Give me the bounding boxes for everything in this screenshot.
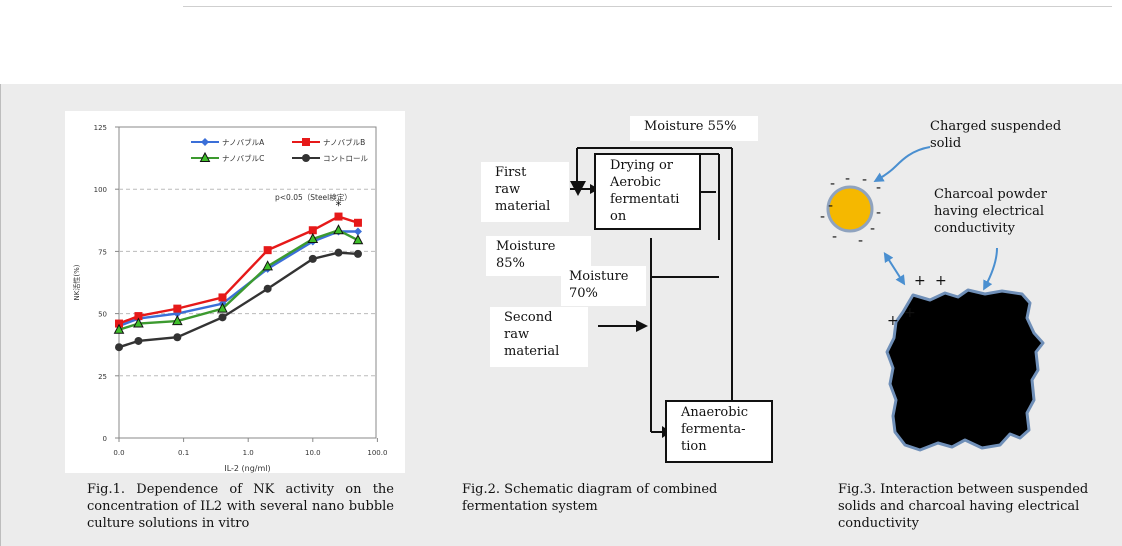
y-tick-label: 25: [98, 373, 107, 381]
moisture-55-label: Moisture 55%: [630, 116, 758, 141]
x-tick-label: 1.0: [243, 449, 254, 457]
series-line: [118, 251, 359, 349]
negative-charge-sign: -: [858, 233, 863, 249]
negative-charge-sign: -: [876, 205, 881, 221]
data-point: [334, 212, 343, 221]
anaerobic-fermentation-box: Anaerobic fermenta- tion: [665, 400, 773, 463]
negative-charge-sign: -: [828, 198, 833, 214]
data-point: [173, 304, 182, 313]
x-tick-label: 0.1: [178, 449, 189, 457]
data-point: [353, 227, 362, 236]
first-raw-material-label: First raw material: [481, 162, 569, 222]
data-point: [133, 317, 144, 328]
positive-charge-sign: +: [935, 273, 947, 289]
legend-marker: [201, 138, 209, 146]
charged-suspended-solid-label: Charged suspended solid: [930, 119, 1062, 151]
y-tick-label: 100: [94, 186, 107, 194]
series-line: [118, 228, 359, 331]
legend-label: ナノバブルA: [222, 137, 265, 147]
fig2-caption: Fig.2. Schematic diagram of combined fer…: [462, 482, 718, 514]
fig3-caption: Fig.3. Interaction between suspended sol…: [838, 482, 1089, 531]
fig1-chart: 0 25 50 75 100 125 0.0 0.1 1.0 10.0 100.0 IL-2 (ng/…: [72, 124, 387, 473]
series-line: [118, 215, 359, 325]
interaction-double-arrow: [883, 251, 906, 286]
legend-label: ナノバブルB: [323, 137, 365, 147]
legend-marker: [302, 138, 310, 146]
data-point: [173, 333, 182, 342]
legend-marker: [302, 154, 310, 162]
data-point: [172, 314, 183, 326]
data-point: [308, 226, 317, 235]
plot-frame: [118, 126, 377, 439]
x-tick-label: 100.0: [367, 449, 387, 457]
drying-aerobic-fermentation-box: Drying or Aerobic fermentati on: [594, 153, 701, 230]
data-point: [353, 218, 362, 227]
data-point: [113, 323, 125, 334]
top-divider: [183, 6, 1112, 7]
negative-charge-sign: -: [845, 171, 850, 187]
negative-charge-sign: -: [832, 229, 837, 245]
significance-annotation: p<0.05（Steel検定）: [275, 192, 352, 202]
y-tick-label: 75: [98, 248, 107, 256]
charcoal-powder-shape: [885, 288, 1045, 452]
charcoal-label-arrow: [983, 247, 998, 291]
y-tick-label: 50: [98, 311, 107, 319]
y-axis-label: NK活性(%): [72, 264, 81, 300]
data-point: [263, 246, 272, 255]
data-point: [353, 249, 362, 258]
positive-charge-sign: +: [887, 313, 899, 329]
negative-charge-sign: -: [830, 176, 835, 192]
significance-star: *: [336, 199, 342, 213]
data-point: [217, 302, 228, 313]
charged-label-arrow: [873, 146, 931, 182]
charged-particle: [826, 185, 874, 233]
data-point: [262, 260, 273, 271]
x-tick-label: 0.0: [113, 449, 124, 457]
data-point: [115, 343, 123, 352]
x-axis-label: IL-2 (ng/ml): [224, 464, 270, 473]
data-point: [134, 312, 143, 321]
negative-charge-sign: -: [870, 221, 875, 237]
data-point: [263, 284, 272, 293]
fig1-caption: Fig.1. Dependence of NK activity on the …: [87, 482, 394, 531]
moisture-70-label: Moisture 70%: [561, 266, 646, 306]
data-point: [307, 232, 319, 243]
data-point: [333, 224, 344, 235]
x-tick-label: 10.0: [305, 449, 321, 457]
data-point: [218, 293, 227, 302]
legend-label: コントロール: [323, 154, 368, 163]
top-banner: [0, 0, 1122, 84]
data-point: [134, 336, 143, 345]
legend-marker: [199, 151, 211, 162]
y-tick-label: 0: [103, 435, 107, 443]
positive-charge-sign: +: [914, 273, 926, 289]
negative-charge-sign: -: [862, 172, 867, 188]
data-point: [115, 319, 123, 328]
data-point: [352, 234, 364, 245]
y-tick-label: 125: [94, 124, 107, 132]
legend-label: ナノバブルC: [222, 153, 264, 163]
negative-charge-sign: -: [820, 209, 825, 225]
charcoal-powder-label: Charcoal powder having electrical conduc…: [934, 187, 1047, 236]
positive-charge-sign: +: [904, 305, 916, 321]
fig1-chart-panel: 0 25 50 75 100 125 0.0 0.1 1.0 10.0 100.0 IL-2 (ng/…: [65, 111, 405, 473]
data-point: [334, 248, 343, 257]
left-divider: [0, 84, 1, 546]
data-point: [218, 313, 227, 322]
second-raw-material-label: Second raw material: [490, 307, 588, 367]
data-point: [308, 254, 317, 263]
negative-charge-sign: -: [876, 180, 881, 196]
